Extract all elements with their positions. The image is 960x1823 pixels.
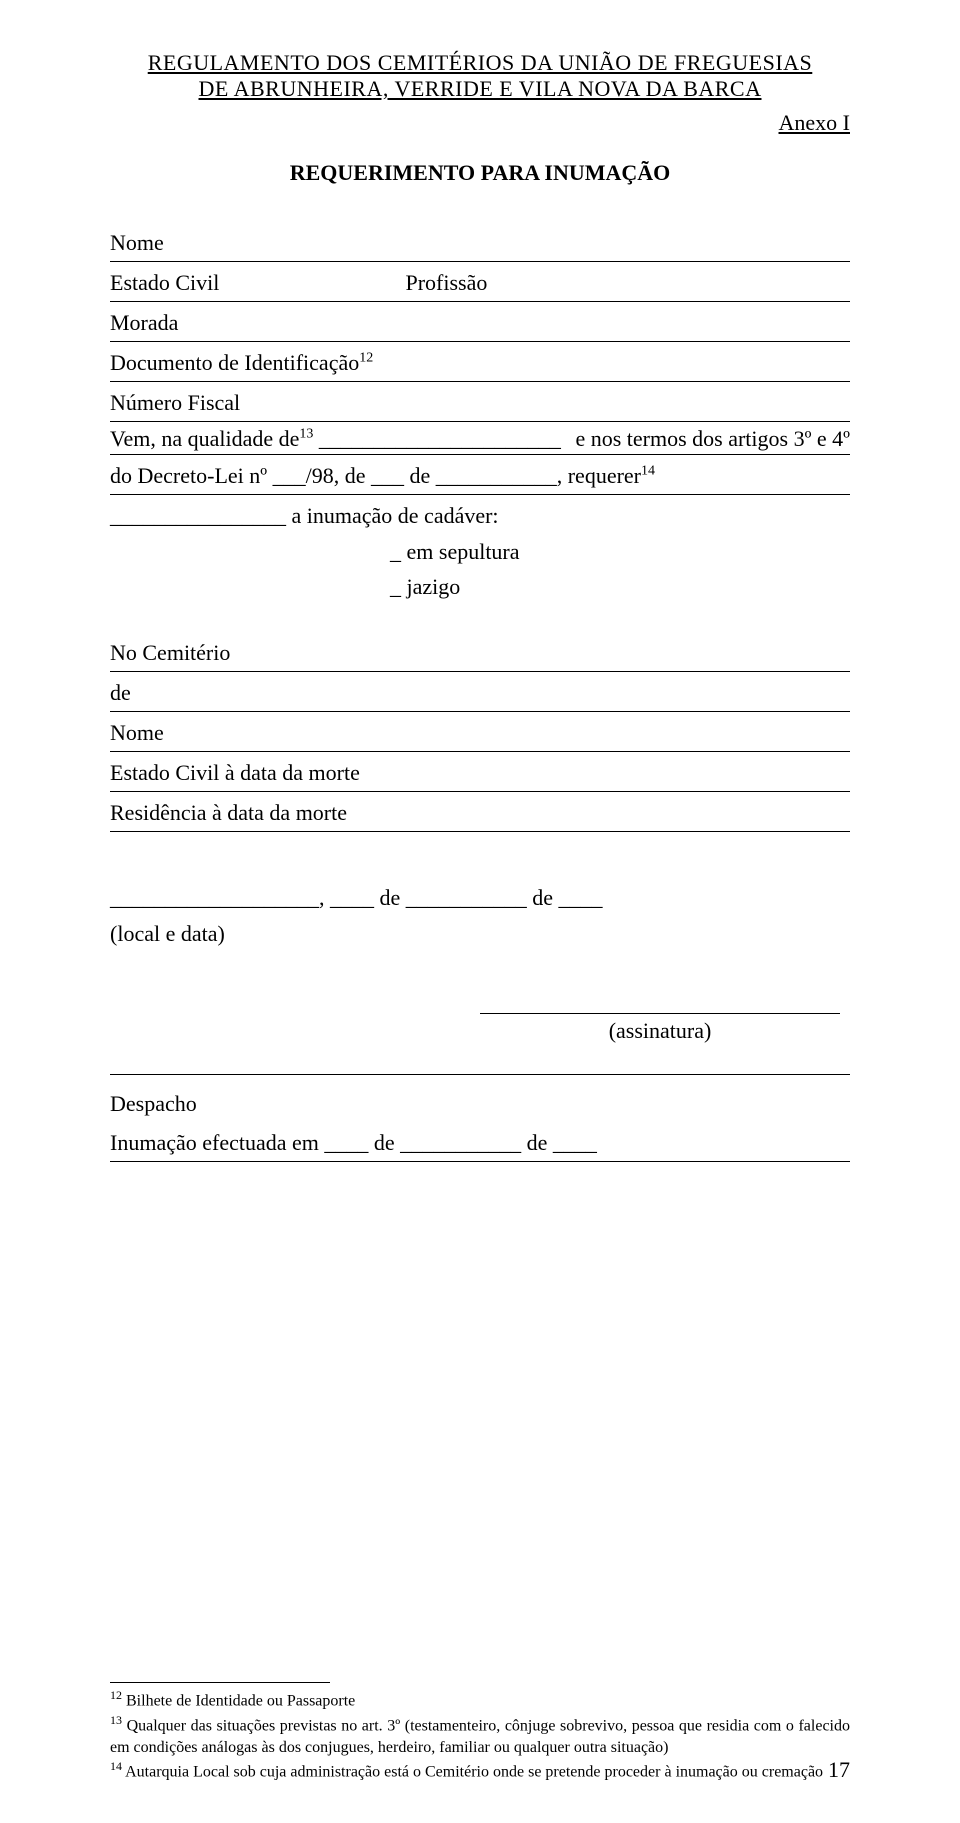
header-block: REGULAMENTO DOS CEMITÉRIOS DA UNIÃO DE F… xyxy=(110,50,850,102)
footnotes: 12 Bilhete de Identidade ou Passaporte 1… xyxy=(110,1687,850,1783)
label-profissao: Profissão xyxy=(406,270,488,295)
fn12-sup: 12 xyxy=(110,1688,122,1702)
signature-label: (assinatura) xyxy=(480,1018,840,1044)
field-nome: Nome xyxy=(110,222,850,262)
page-number: 17 xyxy=(828,1757,850,1783)
local-data-label: (local e data) xyxy=(110,916,850,951)
field-vem-qualidade: Vem, na qualidade de13 _________________… xyxy=(110,422,850,455)
inumacao-efectuada: Inumação efectuada em ____ de __________… xyxy=(110,1122,850,1162)
sup-12: 12 xyxy=(359,351,373,366)
field-numero-fiscal: Número Fiscal xyxy=(110,382,850,422)
despacho-label: Despacho xyxy=(110,1083,850,1122)
signature-line xyxy=(480,1011,840,1014)
option-sepultura: _ em sepultura xyxy=(390,534,850,569)
footnote-12: 12 Bilhete de Identidade ou Passaporte xyxy=(110,1687,850,1712)
signature-block: (assinatura) xyxy=(480,1011,840,1044)
header-line-2: DE ABRUNHEIRA, VERRIDE E VILA NOVA DA BA… xyxy=(110,76,850,102)
footnote-13: 13 Qualquer das situações previstas no a… xyxy=(110,1712,850,1759)
fn14-sup: 14 xyxy=(110,1759,122,1773)
header-line-1: REGULAMENTO DOS CEMITÉRIOS DA UNIÃO DE F… xyxy=(110,50,850,76)
sup-14: 14 xyxy=(641,464,655,479)
field-no-cemiterio: No Cemitério xyxy=(110,632,850,672)
fn13-sup: 13 xyxy=(110,1713,122,1727)
field-documento: Documento de Identificação12 xyxy=(110,342,850,382)
page: REGULAMENTO DOS CEMITÉRIOS DA UNIÃO DE F… xyxy=(0,0,960,1823)
form-title: REQUERIMENTO PARA INUMAÇÃO xyxy=(110,160,850,186)
field-residencia-morte: Residência à data da morte xyxy=(110,792,850,832)
field-morada: Morada xyxy=(110,302,850,342)
field-de: de xyxy=(110,672,850,712)
sup-13: 13 xyxy=(299,427,313,442)
label-decreto: do Decreto-Lei nº ___/98, de ___ de ____… xyxy=(110,463,641,488)
label-estado-civil: Estado Civil xyxy=(110,266,400,299)
fn12-text: Bilhete de Identidade ou Passaporte xyxy=(122,1692,355,1709)
date-line: ___________________, ____ de ___________… xyxy=(110,880,850,915)
field-inumacao: ________________ a inumação de cadáver: xyxy=(110,495,850,534)
field-estado-morte: Estado Civil à data da morte xyxy=(110,752,850,792)
label-documento-ident: Documento de Identificação xyxy=(110,350,359,375)
field-decreto: do Decreto-Lei nº ___/98, de ___ de ____… xyxy=(110,455,850,495)
vem-prefix-wrap: Vem, na qualidade de13 _________________… xyxy=(110,426,561,452)
vem-suffix: e nos termos dos artigos 3º e 4º xyxy=(575,426,850,452)
field-estado-profissao: Estado Civil Profissão xyxy=(110,262,850,302)
option-jazigo: _ jazigo xyxy=(390,569,850,604)
footnote-14: 14 Autarquia Local sob cuja administraçã… xyxy=(110,1758,850,1783)
vem-prefix: Vem, na qualidade de xyxy=(110,426,299,451)
anexo-label: Anexo I xyxy=(110,110,850,136)
fn14-text: Autarquia Local sob cuja administração e… xyxy=(122,1764,823,1781)
footnote-rule xyxy=(110,1682,330,1683)
field-nome2: Nome xyxy=(110,712,850,752)
